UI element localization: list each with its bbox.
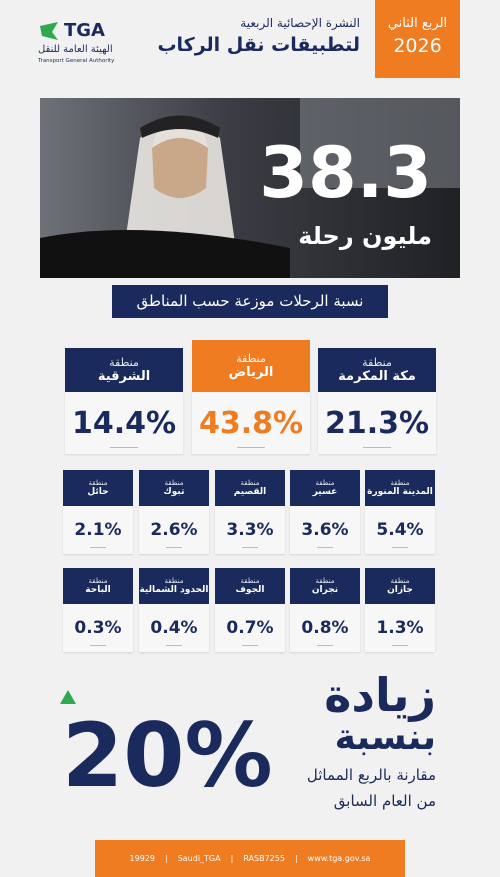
quarter-box: الربع الثاني 2026: [375, 0, 460, 78]
region-value: 0.3%: [63, 604, 133, 652]
region-name: تبوك: [163, 487, 185, 497]
year: 2026: [393, 35, 442, 57]
region-header: منطقة الرياض: [192, 340, 310, 392]
region-value: 2.6%: [139, 506, 209, 554]
region-header: منطقة الجوف: [215, 568, 285, 604]
region-value: 0.7%: [215, 604, 285, 652]
region-value: 0.4%: [139, 604, 209, 652]
region-name: الحدود الشمالية: [139, 585, 209, 595]
region-header: منطقة مكة المكرمة: [318, 348, 436, 392]
region-card: منطقة الجوف 0.7%: [215, 568, 285, 652]
hero-image: 38.3 مليون رحلة: [40, 98, 460, 278]
title-line1: النشرة الإحصائية الربعية: [240, 16, 360, 30]
quarter: الربع الثاني: [387, 16, 448, 31]
region-header: منطقة حائل: [63, 470, 133, 506]
growth-note2: من العام السابق: [333, 792, 436, 810]
region-card: منطقة الباحة 0.3%: [63, 568, 133, 652]
region-name: الرياض: [228, 365, 274, 380]
region-prefix: منطقة: [315, 577, 335, 585]
hero-unit: مليون رحلة: [298, 222, 432, 250]
region-card: منطقة حائل 2.1%: [63, 470, 133, 554]
growth-note1: مقارنة بالربع المماثل: [306, 766, 436, 784]
region-prefix: منطقة: [236, 352, 266, 365]
region-value: 3.6%: [290, 506, 360, 554]
region-value: 5.4%: [365, 506, 435, 554]
region-card: منطقة القصيم 3.3%: [215, 470, 285, 554]
region-prefix: منطقة: [315, 479, 335, 487]
region-prefix: منطقة: [88, 577, 108, 585]
region-header: منطقة عسير: [290, 470, 360, 506]
logo-icon: [40, 22, 58, 40]
region-prefix: منطقة: [109, 356, 139, 369]
up-triangle: [60, 690, 76, 704]
region-name: نجران: [311, 585, 339, 595]
region-value: 0.8%: [290, 604, 360, 652]
region-value: 43.8%: [192, 392, 310, 454]
region-card: منطقة الحدود الشمالية 0.4%: [139, 568, 209, 652]
region-name: المدينة المنورة: [367, 487, 433, 497]
region-value: 21.3%: [318, 392, 436, 454]
region-prefix: منطقة: [164, 479, 184, 487]
region-header: منطقة جازان: [365, 568, 435, 604]
region-header: منطقة تبوك: [139, 470, 209, 506]
region-prefix: منطقة: [390, 479, 410, 487]
region-card: منطقة عسير 3.6%: [290, 470, 360, 554]
region-prefix: منطقة: [362, 356, 392, 369]
hero-number: 38.3: [259, 132, 432, 214]
title: النشرة الإحصائية الربعية لتطبيقات نقل ال…: [157, 16, 360, 56]
region-value: 1.3%: [365, 604, 435, 652]
logo-text: TGA: [64, 20, 105, 41]
region-card: منطقة مكة المكرمة 21.3%: [318, 348, 436, 454]
region-card: منطقة الشرقية 14.4%: [65, 348, 183, 454]
region-prefix: منطقة: [240, 577, 260, 585]
growth-word1: زيادة: [324, 668, 436, 722]
footer-website: www.tga.gov.sa: [307, 854, 371, 863]
region-header: منطقة الباحة: [63, 568, 133, 604]
region-name: حائل: [87, 487, 109, 497]
separator: |: [230, 854, 234, 863]
region-value: 3.3%: [215, 506, 285, 554]
region-value: 2.1%: [63, 506, 133, 554]
region-card: منطقة المدينة المنورة 5.4%: [365, 470, 435, 554]
title-line2: لتطبيقات نقل الركاب: [157, 34, 360, 56]
region-prefix: منطقة: [390, 577, 410, 585]
region-card: منطقة نجران 0.8%: [290, 568, 360, 652]
region-prefix: منطقة: [88, 479, 108, 487]
footer-social: Saudi_TGA: [177, 854, 221, 863]
region-name: القصيم: [233, 487, 267, 497]
region-name: عسير: [312, 487, 338, 497]
section-title: نسبة الرحلات موزعة حسب المناطق: [112, 285, 388, 318]
region-header: منطقة المدينة المنورة: [365, 470, 435, 506]
region-header: منطقة الحدود الشمالية: [139, 568, 209, 604]
region-name: الباحة: [85, 585, 111, 595]
separator: |: [294, 854, 298, 863]
region-value: 14.4%: [65, 392, 183, 454]
region-header: منطقة القصيم: [215, 470, 285, 506]
separator: |: [164, 854, 168, 863]
footer: 19929 | Saudi_TGA | RASB7255 | www.tga.gov.…: [95, 840, 405, 877]
region-name: جازان: [387, 585, 413, 595]
region-name: الجوف: [235, 585, 265, 595]
footer-phone: 19929: [129, 854, 155, 863]
growth-word2: بنسبة: [334, 717, 436, 758]
footer-code: RASB7255: [243, 854, 285, 863]
region-card: منطقة تبوك 2.6%: [139, 470, 209, 554]
logo-ar: الهيئة العامة للنقل: [38, 44, 113, 55]
region-prefix: منطقة: [240, 479, 260, 487]
region-prefix: منطقة: [164, 577, 184, 585]
region-header: منطقة الشرقية: [65, 348, 183, 392]
region-card: منطقة الرياض 43.8%: [192, 340, 310, 454]
hero-illustration: [40, 98, 460, 278]
region-name: الشرقية: [97, 369, 151, 384]
logo-en: Transport General Authority: [38, 58, 115, 64]
region-header: منطقة نجران: [290, 568, 360, 604]
region-name: مكة المكرمة: [338, 369, 416, 384]
region-card: منطقة جازان 1.3%: [365, 568, 435, 652]
growth-value: 20%: [62, 704, 273, 807]
